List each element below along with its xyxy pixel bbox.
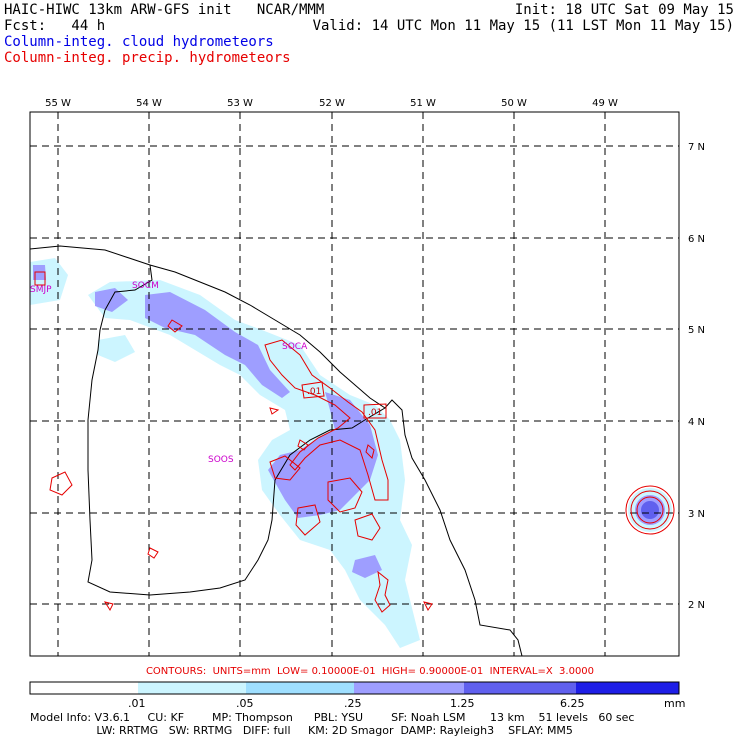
precip-contour (269, 407, 280, 415)
forecast-hour: Fcst: 44 h (4, 18, 106, 34)
cloud-area-medium (352, 555, 382, 578)
precip-contour (354, 513, 381, 541)
latitude-labels: 7 N 6 N 5 N 4 N 3 N 2 N (688, 142, 705, 611)
lon-label: 51 W (410, 98, 436, 109)
cloud-area-light (88, 280, 420, 648)
precip-contour (269, 455, 301, 481)
legend-label: .05 (236, 697, 254, 710)
precip-contour (630, 490, 670, 530)
legend-swatch (138, 682, 246, 694)
graticule (30, 112, 679, 656)
legend-units: mm (664, 697, 686, 710)
cloud-area-medium (95, 288, 128, 312)
station-label: SOCA (282, 342, 308, 352)
lon-label: 52 W (319, 98, 345, 109)
lon-label: 49 W (592, 98, 618, 109)
legend-label: .01 (128, 697, 146, 710)
precip-contours (34, 271, 675, 613)
cloud-cell-dark (641, 501, 659, 519)
init-time: Init: 18 UTC Sat 09 May 15 (514, 2, 734, 18)
station-labels: SMJP SOCM SOCA SOOS (30, 281, 308, 465)
precip-contour (365, 444, 375, 459)
lat-label: 3 N (688, 509, 705, 520)
precip-contour (327, 477, 363, 513)
cloud-area-light (98, 335, 135, 362)
precip-contour (363, 403, 387, 419)
legend-swatch (30, 682, 138, 694)
coastline (30, 245, 523, 656)
station-label: SOOS (208, 455, 234, 465)
lat-label: 4 N (688, 417, 705, 428)
legend-colorbar (29, 681, 680, 695)
legend-swatch (576, 682, 679, 694)
precip-contour (374, 570, 391, 613)
model-info-line1: Model Info: V3.6.1 CU: KF MP: Thompson P… (30, 711, 635, 724)
lat-label: 7 N (688, 142, 705, 153)
legend-label: 6.25 (560, 697, 585, 710)
legend-swatch (464, 682, 576, 694)
precip-contour (103, 601, 114, 612)
lon-label: 53 W (227, 98, 253, 109)
precip-contour (295, 504, 321, 536)
contour-label: .01 (368, 408, 382, 418)
valid-time: Valid: 14 UTC Mon 11 May 15 (11 LST Mon … (312, 18, 734, 34)
map-frame (29, 111, 680, 657)
cloud-field-label: Column-integ. cloud hydrometeors (4, 34, 274, 50)
longitude-labels: 55 W 54 W 53 W 52 W 51 W 50 W 49 W (45, 98, 618, 109)
legend-label: .25 (344, 697, 362, 710)
legend-label: 1.25 (450, 697, 475, 710)
model-title: HAIC-HIWC 13km ARW-GFS init NCAR/MMM (4, 2, 325, 18)
precip-contour (167, 319, 183, 333)
legend-frame (29, 681, 680, 695)
cloud-area-medium (145, 292, 290, 398)
lat-label: 5 N (688, 325, 705, 336)
precip-contour (423, 601, 433, 611)
precip-contour (297, 439, 309, 451)
precip-field-label: Column-integ. precip. hydrometeors (4, 50, 291, 66)
model-info-line2: LW: RRTMG SW: RRTMG DIFF: full KM: 2D Sm… (30, 724, 573, 737)
precip-contour (49, 471, 73, 496)
precip-contour (636, 496, 664, 524)
legend-swatch (246, 682, 354, 694)
contour-info: CONTOURS: UNITS=mm LOW= 0.10000E-01 HIGH… (145, 666, 595, 677)
lat-label: 6 N (688, 234, 705, 245)
station-label: SOCM (132, 281, 159, 291)
contour-label: .01 (307, 387, 321, 397)
lon-label: 55 W (45, 98, 71, 109)
lon-label: 54 W (136, 98, 162, 109)
precip-contour (147, 547, 159, 559)
precip-contour (264, 339, 389, 501)
cloud-area-medium (268, 392, 378, 518)
lon-label: 50 W (501, 98, 527, 109)
cloud-shading (30, 258, 672, 648)
lat-label: 2 N (688, 600, 705, 611)
precip-contour (301, 381, 325, 399)
precip-contour (625, 485, 675, 535)
station-label: SMJP (30, 285, 52, 295)
legend-swatch (354, 682, 464, 694)
precip-contour (34, 271, 46, 286)
